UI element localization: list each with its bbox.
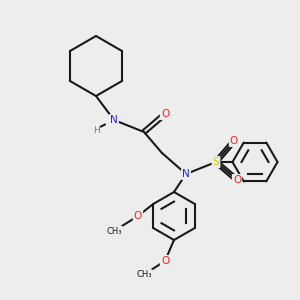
Text: O: O [134,211,142,221]
Text: O: O [161,109,169,119]
Text: CH₃: CH₃ [136,270,152,279]
Text: N: N [182,169,190,179]
Text: H: H [93,126,99,135]
Text: O: O [233,175,241,185]
Text: CH₃: CH₃ [106,226,122,236]
Text: S: S [213,157,219,167]
Text: O: O [230,136,238,146]
Text: O: O [161,256,169,266]
Text: N: N [110,115,118,125]
